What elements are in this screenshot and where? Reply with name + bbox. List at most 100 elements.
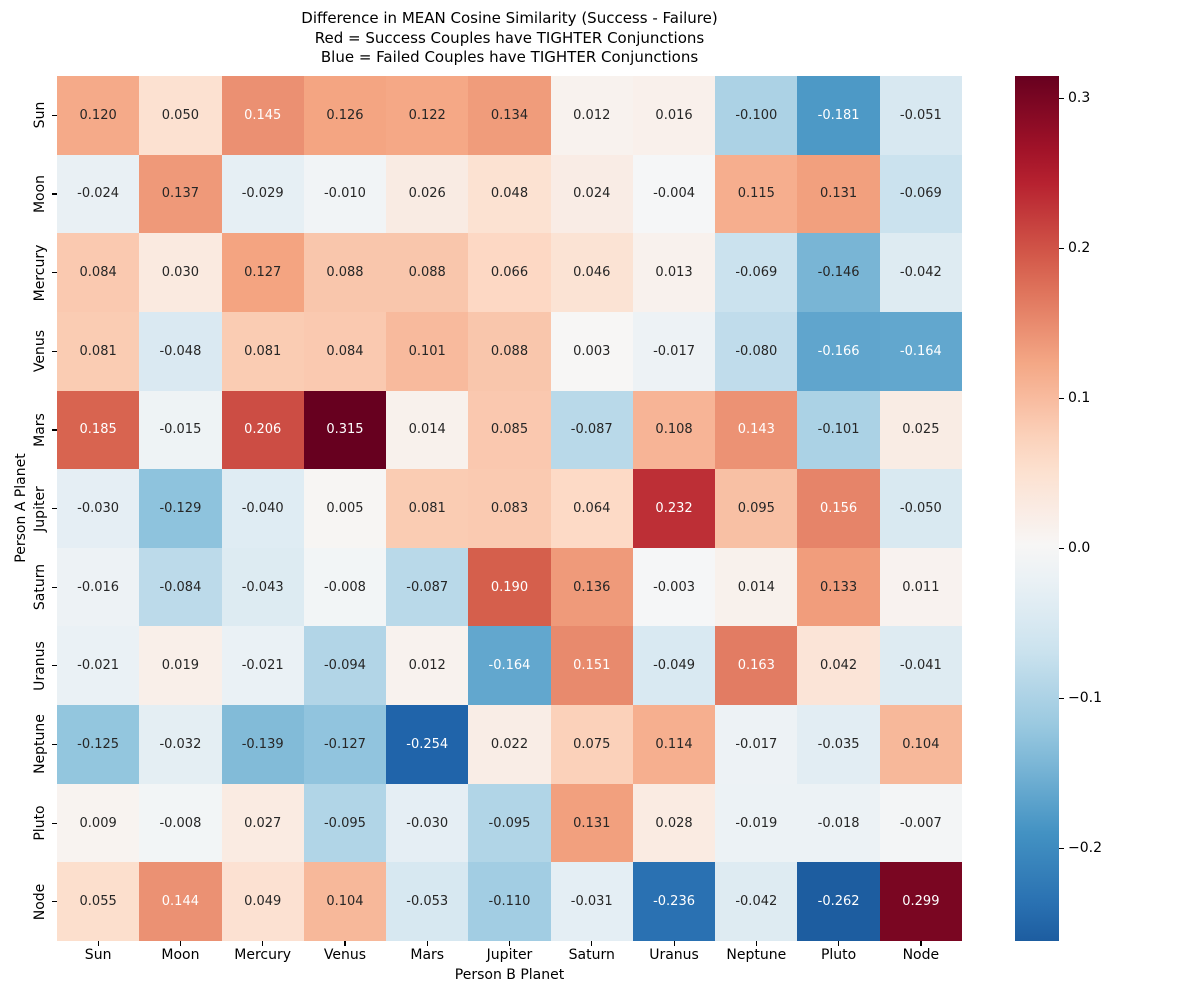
y-tick-label: Mercury xyxy=(32,244,48,301)
heatmap-cell: 0.088 xyxy=(468,311,551,391)
heatmap-cell: 0.299 xyxy=(879,862,962,941)
heatmap-cell: 0.206 xyxy=(221,390,304,470)
heatmap-cell: -0.129 xyxy=(139,469,222,548)
heatmap-cell: 0.190 xyxy=(468,547,551,627)
heatmap-cell: -0.003 xyxy=(632,547,716,627)
heatmap-cell: -0.021 xyxy=(57,626,140,706)
heatmap-cell: 0.003 xyxy=(550,311,633,391)
heatmap-cell: -0.254 xyxy=(386,705,469,784)
chart-title-line3: Blue = Failed Couples have TIGHTER Conju… xyxy=(320,48,699,66)
heatmap-cell: -0.164 xyxy=(879,311,962,391)
heatmap-cell: -0.042 xyxy=(715,862,798,941)
heatmap-cell: -0.101 xyxy=(797,390,880,470)
x-tick-mark xyxy=(673,941,675,946)
heatmap-cell: 0.028 xyxy=(632,783,716,863)
heatmap-cell: 0.027 xyxy=(221,783,304,863)
x-tick-label: Uranus xyxy=(649,947,699,963)
y-tick-label: Jupiter xyxy=(32,485,48,532)
y-tick-label: Mars xyxy=(32,413,48,447)
heatmap-cell: 0.012 xyxy=(386,626,469,706)
heatmap-cell: -0.236 xyxy=(632,862,716,941)
heatmap-cell: 0.108 xyxy=(632,390,716,470)
heatmap-cell: 0.084 xyxy=(303,311,387,391)
heatmap-cell: -0.087 xyxy=(386,547,469,627)
heatmap-cell: 0.104 xyxy=(303,862,387,941)
x-tick-label: Pluto xyxy=(820,947,857,963)
heatmap-cell: 0.131 xyxy=(550,783,633,863)
y-tick-mark xyxy=(52,665,57,667)
x-tick-mark xyxy=(97,941,99,946)
colorbar-tick-label: −0.2 xyxy=(1068,840,1102,857)
x-tick-mark xyxy=(920,941,922,946)
colorbar-tick-label: 0.2 xyxy=(1068,240,1091,257)
heatmap-cell: 0.145 xyxy=(221,76,304,155)
heatmap-cell: 0.022 xyxy=(468,705,551,784)
x-tick-mark xyxy=(838,941,840,946)
heatmap-cell: -0.095 xyxy=(303,783,387,863)
colorbar-gradient xyxy=(1015,76,1059,941)
heatmap-grid: 0.120 0.050 0.145 0.126 0.122 0.134 0.012 0.016… xyxy=(57,76,962,941)
heatmap-cell: -0.049 xyxy=(632,626,716,706)
heatmap-cell: 0.115 xyxy=(715,154,798,234)
colorbar-tick-mark xyxy=(1059,397,1064,399)
y-tick-mark xyxy=(52,429,57,431)
heatmap-cell: 0.081 xyxy=(57,311,140,391)
heatmap-cell: -0.007 xyxy=(879,783,962,863)
heatmap-cell: -0.125 xyxy=(57,705,140,784)
y-tick-mark xyxy=(52,508,57,510)
x-tick-mark xyxy=(426,941,428,946)
colorbar-tick-label: −0.1 xyxy=(1068,690,1102,707)
heatmap-cell: 0.064 xyxy=(550,469,633,548)
x-tick-mark xyxy=(262,941,264,946)
heatmap-cell: -0.029 xyxy=(221,154,304,234)
heatmap-cell: 0.014 xyxy=(386,390,469,470)
colorbar-tick-mark xyxy=(1059,847,1064,849)
heatmap-cell: 0.075 xyxy=(550,705,633,784)
heatmap-cell: 0.122 xyxy=(386,76,469,155)
heatmap-cell: -0.030 xyxy=(386,783,469,863)
heatmap-cell: -0.016 xyxy=(57,547,140,627)
x-tick-mark xyxy=(509,941,511,946)
heatmap-cell: 0.088 xyxy=(303,233,387,312)
heatmap-cell: 0.013 xyxy=(632,233,716,312)
heatmap-cell: 0.095 xyxy=(715,469,798,548)
heatmap-cell: 0.143 xyxy=(715,390,798,470)
heatmap-cell: -0.019 xyxy=(715,783,798,863)
heatmap-cell: 0.151 xyxy=(550,626,633,706)
heatmap-cell: 0.232 xyxy=(632,469,716,548)
y-tick-label: Saturn xyxy=(32,564,48,611)
heatmap-cell: 0.016 xyxy=(632,76,716,155)
x-tick-mark xyxy=(755,941,757,946)
heatmap-cell: -0.094 xyxy=(303,626,387,706)
heatmap-cell: -0.015 xyxy=(139,390,222,470)
heatmap-cell: -0.021 xyxy=(221,626,304,706)
heatmap-cell: 0.042 xyxy=(797,626,880,706)
heatmap-cell: -0.181 xyxy=(797,76,880,155)
heatmap-cell: 0.066 xyxy=(468,233,551,312)
heatmap-cell: 0.049 xyxy=(221,862,304,941)
colorbar-tick-mark xyxy=(1059,697,1064,699)
y-tick-label: Node xyxy=(32,883,48,920)
heatmap-cell: -0.139 xyxy=(221,705,304,784)
y-tick-mark xyxy=(52,822,57,824)
heatmap-cell: -0.048 xyxy=(139,311,222,391)
y-tick-label: Neptune xyxy=(32,714,48,775)
x-axis-label: Person B Planet xyxy=(454,967,565,983)
heatmap-cell: 0.048 xyxy=(468,154,551,234)
heatmap-cell: -0.008 xyxy=(303,547,387,627)
heatmap-cell: -0.053 xyxy=(386,862,469,941)
heatmap-cell: 0.131 xyxy=(797,154,880,234)
heatmap-cell: -0.008 xyxy=(139,783,222,863)
heatmap-cell: -0.127 xyxy=(303,705,387,784)
y-tick-label: Pluto xyxy=(32,805,48,841)
heatmap-cell: 0.050 xyxy=(139,76,222,155)
heatmap-cell: -0.095 xyxy=(468,783,551,863)
heatmap-cell: 0.104 xyxy=(879,705,962,784)
heatmap-cell: 0.030 xyxy=(139,233,222,312)
x-tick-label: Jupiter xyxy=(486,947,533,963)
heatmap-cell: 0.084 xyxy=(57,233,140,312)
heatmap-cell: 0.127 xyxy=(221,233,304,312)
x-tick-label: Neptune xyxy=(726,947,787,963)
heatmap-cell: -0.262 xyxy=(797,862,880,941)
heatmap-cell: 0.156 xyxy=(797,469,880,548)
